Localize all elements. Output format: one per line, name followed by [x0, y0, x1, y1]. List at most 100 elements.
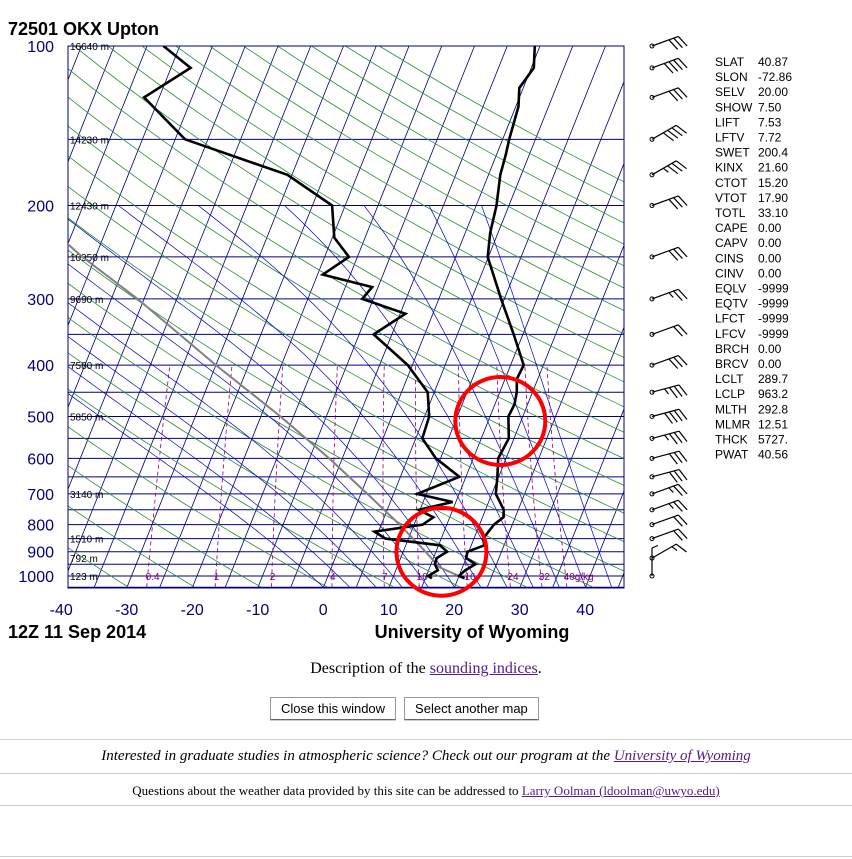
- moist-adiabat: [118, 205, 482, 588]
- mixing-ratio-label: 0.4: [146, 572, 160, 583]
- index-name: CINV: [715, 266, 744, 280]
- isotherm-line: [68, 46, 279, 573]
- isotherm-line: [519, 326, 624, 588]
- time-label: 12Z 11 Sep 2014: [8, 622, 146, 642]
- index-value: 200.4: [758, 146, 788, 160]
- index-name: CTOT: [715, 176, 748, 190]
- wind-barb: [649, 544, 659, 579]
- isotherm-line: [0, 46, 16, 588]
- dry-adiabat: [68, 96, 624, 433]
- pressure-tick-label: 1000: [18, 569, 54, 586]
- index-value: 12.51: [758, 417, 788, 431]
- dry-adiabat: [209, 46, 624, 289]
- index-name: MLMR: [715, 417, 751, 431]
- isotherm-line: [68, 46, 115, 163]
- select-map-button[interactable]: Select another map: [404, 697, 539, 720]
- index-name: LCLP: [715, 387, 745, 401]
- index-name: LFCT: [715, 312, 746, 326]
- isotherm-line: [68, 46, 181, 327]
- index-name: EQTV: [715, 297, 748, 311]
- index-value: 0.00: [758, 236, 782, 250]
- index-value: 0.00: [758, 221, 782, 235]
- dry-adiabat: [175, 46, 624, 312]
- isotherm-line: [421, 80, 624, 588]
- temperature-tick-label: 20: [445, 602, 463, 619]
- moist-adiabat: [428, 205, 586, 588]
- mixing-ratio-label: 4: [330, 572, 336, 583]
- index-name: KINX: [715, 161, 743, 175]
- dry-adiabat: [68, 249, 624, 572]
- index-value: 0.00: [758, 251, 782, 265]
- index-value: 5727.: [758, 433, 788, 447]
- wind-barb: [649, 499, 688, 513]
- index-value: 20.00: [758, 85, 788, 99]
- height-label: 792 m: [70, 554, 98, 565]
- temperature-tick-label: 0: [319, 602, 328, 619]
- university-link[interactable]: University of Wyoming: [613, 748, 751, 764]
- height-label: 9690 m: [70, 295, 103, 306]
- moist-adiabat: [284, 205, 534, 588]
- index-name: CAPV: [715, 236, 748, 250]
- wind-barb: [649, 354, 688, 369]
- isotherm-line: [68, 46, 213, 409]
- height-label: 3140 m: [70, 490, 103, 501]
- sounding-indices-link[interactable]: sounding indices: [429, 660, 538, 677]
- isotherm-line: [322, 46, 541, 588]
- wind-barb: [649, 324, 688, 337]
- height-label: 7580 m: [70, 361, 103, 372]
- isotherm-line: [159, 46, 377, 588]
- mixing-ratio-label: 16: [464, 572, 476, 583]
- plot-frame: [67, 45, 625, 589]
- moist-adiabat: [68, 218, 455, 588]
- index-value: 0.00: [758, 266, 782, 280]
- moist-adiabat: [363, 205, 560, 588]
- index-name: LFTV: [715, 131, 744, 145]
- isotherm-line: [584, 489, 624, 588]
- mixing-ratio-line: [331, 365, 338, 588]
- dry-adiabat: [107, 46, 624, 359]
- wind-barb: [649, 384, 688, 399]
- close-window-button[interactable]: Close this window: [270, 697, 397, 720]
- wind-barb: [649, 450, 688, 465]
- height-label: 12430 m: [70, 202, 109, 213]
- height-label: 5850 m: [70, 412, 103, 423]
- dry-adiabat: [68, 186, 624, 514]
- moist-adiabat: [68, 366, 350, 588]
- moist-adiabat: [68, 302, 403, 588]
- mixing-ratio-label: 10: [417, 572, 429, 583]
- button-row: Close this window Select another map: [270, 697, 547, 720]
- index-value: 21.60: [758, 161, 788, 175]
- description-prefix: Description of the: [310, 660, 430, 677]
- moist-adiabat: [68, 336, 377, 588]
- index-value: 33.10: [758, 206, 788, 220]
- promo-line: Interested in graduate studies in atmosp…: [0, 748, 852, 765]
- moist-adiabat: [68, 263, 429, 588]
- source-label: University of Wyoming: [375, 622, 570, 642]
- pressure-tick-label: 500: [27, 409, 54, 426]
- index-name: LFCV: [715, 327, 746, 341]
- isotherm-line: [651, 46, 852, 588]
- mixing-ratio-line: [524, 365, 543, 588]
- index-value: 0.00: [758, 342, 782, 356]
- index-value: -9999: [758, 297, 789, 311]
- pressure-tick-label: 400: [27, 358, 54, 375]
- parcel-trace: [68, 242, 460, 577]
- index-value: -72.86: [758, 70, 792, 84]
- mixing-ratio-label: 32: [539, 572, 551, 583]
- contact-email-link[interactable]: Larry Oolman (ldoolman@uwyo.edu): [521, 783, 720, 798]
- pressure-tick-label: 200: [27, 199, 54, 216]
- height-label: 10950 m: [70, 253, 109, 264]
- index-value: 7.53: [758, 115, 782, 129]
- dry-adiabat: [68, 547, 129, 588]
- index-name: VTOT: [715, 191, 747, 205]
- divider: [0, 739, 852, 740]
- index-value: 40.56: [758, 448, 788, 462]
- temperature-tick-label: 30: [511, 602, 529, 619]
- description-line: Description of the sounding indices.: [0, 660, 852, 678]
- index-name: TOTL: [715, 206, 746, 220]
- isotherm-line: [93, 46, 312, 588]
- height-label: 123 m: [70, 572, 98, 583]
- temperature-tick-label: -20: [181, 602, 204, 619]
- index-name: SLON: [715, 70, 748, 84]
- index-name: MLTH: [715, 402, 747, 416]
